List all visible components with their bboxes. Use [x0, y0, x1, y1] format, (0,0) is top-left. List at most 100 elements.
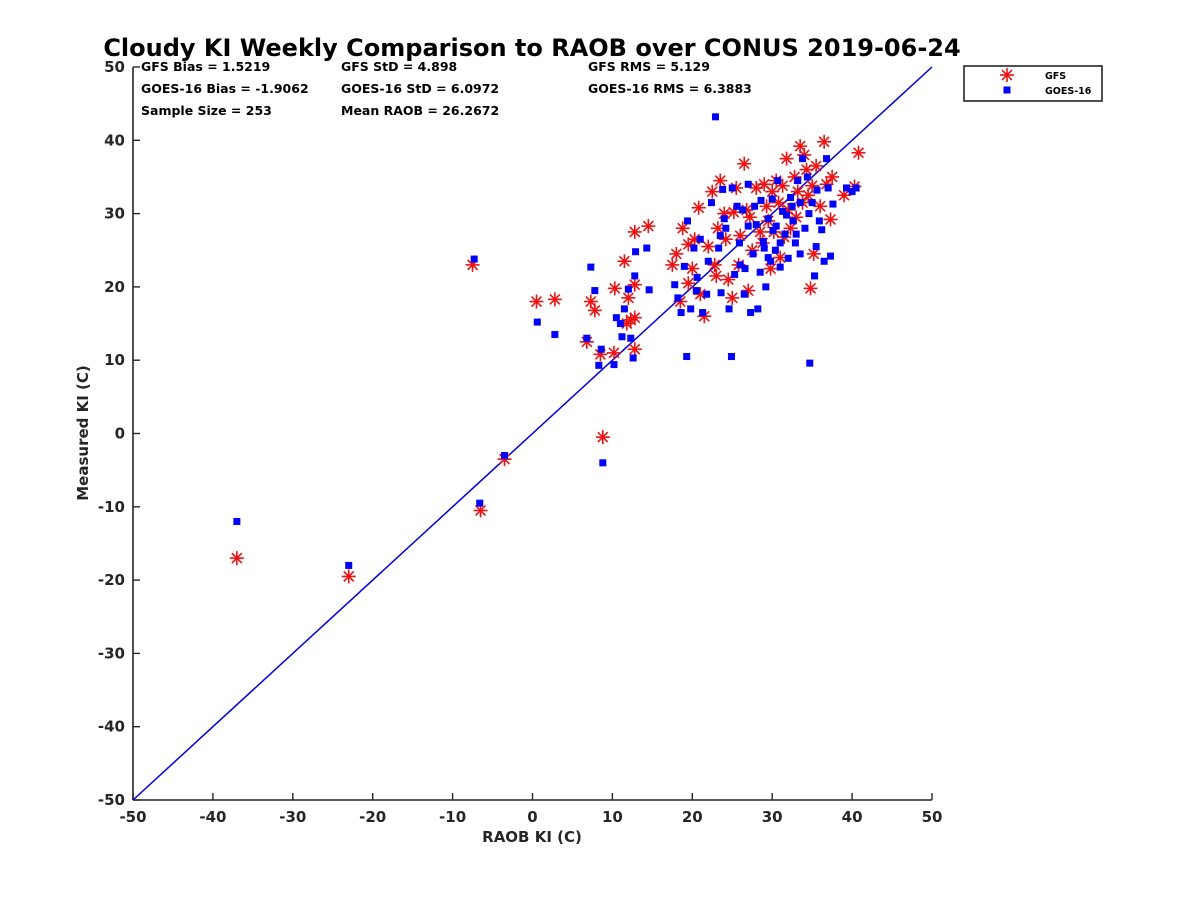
- goes16-point: [796, 199, 804, 207]
- gfs-point: [627, 310, 642, 325]
- legend-goes16-label: GOES-16: [1045, 86, 1092, 97]
- goes16-point: [692, 287, 700, 295]
- legend-gfs-asterisk: [1000, 68, 1014, 82]
- goes16-point: [583, 334, 591, 342]
- goes16-point: [754, 305, 762, 313]
- gfs-point: [606, 345, 621, 360]
- goes16-point: [824, 184, 832, 192]
- chart-title: Cloudy KI Weekly Comparison to RAOB over…: [103, 34, 960, 62]
- goes16-point: [696, 235, 704, 243]
- goes16-point: [776, 263, 784, 271]
- goes16-point: [772, 222, 780, 230]
- gfs-point: [229, 551, 244, 566]
- goes16-point: [727, 353, 735, 361]
- goes16-point: [757, 196, 765, 204]
- goes16-point: [820, 257, 828, 265]
- goes16-point: [774, 177, 782, 185]
- goes16-point: [843, 184, 851, 192]
- goes16-point: [690, 244, 698, 252]
- goes16-point: [735, 239, 743, 247]
- goes16-point: [616, 320, 624, 328]
- goes16-point: [799, 155, 807, 163]
- y-axis-ticks: -50 -40 -30 -20 -10 0 10 20 30 40 50: [98, 58, 140, 809]
- goes16-point: [805, 210, 813, 218]
- gfs-point: [813, 199, 828, 214]
- goes16-point: [749, 250, 757, 258]
- goes16-point: [693, 273, 701, 281]
- goes16-point: [643, 244, 651, 252]
- gfs-point: [709, 268, 724, 283]
- goes16-point: [629, 354, 637, 362]
- goes16-point: [722, 224, 730, 232]
- x-axis-label: RAOB KI (C): [482, 828, 582, 846]
- gfs-point: [837, 188, 852, 203]
- gfs-point: [817, 134, 832, 149]
- goes16-point: [783, 211, 791, 219]
- goes16-point: [801, 224, 809, 232]
- goes16-point: [627, 334, 635, 342]
- gfs-point: [685, 261, 700, 276]
- legend-gfs-marker: [1000, 68, 1014, 82]
- goes16-point: [733, 202, 741, 210]
- gfs-point: [725, 290, 740, 305]
- gfs-point: [675, 221, 690, 236]
- gfs-point: [341, 569, 356, 584]
- gfs-point: [779, 151, 794, 166]
- goes16-point: [677, 309, 685, 317]
- goes16-point: [711, 113, 719, 121]
- y-tick-label: -30: [98, 644, 125, 662]
- goes16-point: [645, 286, 653, 294]
- goes16-point: [827, 252, 835, 260]
- stat-sample-size: Sample Size = 253: [141, 103, 272, 118]
- goes16-point: [683, 353, 691, 361]
- goes16-point: [829, 200, 837, 208]
- x-tick-label: -10: [439, 808, 466, 826]
- goes16-point: [789, 217, 797, 225]
- x-tick-label: 40: [842, 808, 863, 826]
- goes16-point: [792, 230, 800, 238]
- goes16-point: [703, 290, 711, 298]
- gfs-point: [851, 145, 866, 160]
- gfs-point: [742, 210, 757, 225]
- stat-mean-raob: Mean RAOB = 26.2672: [341, 103, 499, 118]
- gfs-point: [825, 169, 840, 184]
- goes16-point: [744, 180, 752, 188]
- goes16-point: [769, 226, 777, 234]
- goes16-point: [595, 361, 603, 369]
- goes16-point: [674, 294, 682, 302]
- goes16-point: [806, 359, 814, 367]
- goes16-point: [764, 215, 772, 223]
- legend-goes16-marker: [1003, 86, 1011, 94]
- goes16-point: [501, 451, 509, 459]
- gfs-point: [617, 254, 632, 269]
- goes16-point: [751, 202, 759, 210]
- goes16-point: [767, 257, 775, 265]
- gfs-point: [627, 224, 642, 239]
- goes16-point: [612, 314, 620, 322]
- y-tick-label: 30: [104, 205, 125, 223]
- series-goes16: [233, 113, 860, 569]
- gfs-point: [623, 312, 638, 327]
- goes16-point: [707, 199, 715, 207]
- goes16-point: [624, 285, 632, 293]
- goes16-point: [725, 305, 733, 313]
- gfs-point: [797, 147, 812, 162]
- goes16-point: [779, 207, 787, 215]
- gfs-point: [737, 156, 752, 171]
- legend: GFS GOES-16: [963, 65, 1103, 102]
- goes16-point: [752, 221, 760, 229]
- gfs-point: [701, 239, 716, 254]
- stat-goes-rms: GOES-16 RMS = 6.3883: [588, 81, 752, 96]
- goes16-point: [848, 188, 856, 196]
- goes16-point: [788, 202, 796, 210]
- goes16-point: [739, 206, 747, 214]
- gfs-point: [665, 257, 680, 272]
- gfs-point: [741, 283, 756, 298]
- x-tick-label: -50: [119, 808, 146, 826]
- goes16-point: [597, 345, 605, 353]
- goes16-point: [812, 243, 820, 251]
- goes16-point: [715, 244, 723, 252]
- goes16-point: [811, 272, 819, 280]
